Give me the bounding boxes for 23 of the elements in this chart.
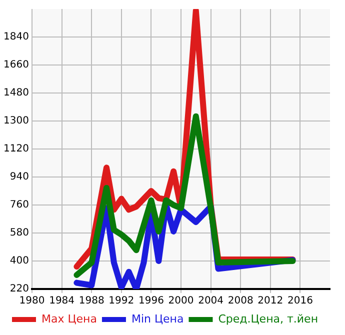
y-tick-label: 580: [10, 228, 29, 239]
x-tick-label: 2012: [258, 296, 284, 307]
legend-label: Min Цена: [131, 312, 184, 326]
x-tick-label: 1988: [78, 296, 104, 307]
x-tick-label: 1980: [19, 296, 45, 307]
y-tick-label: 1660: [4, 60, 29, 71]
y-tick-label: 1840: [4, 32, 29, 43]
y-tick-label: 940: [10, 172, 29, 183]
legend-label: Сред.Цена, т.йен: [218, 312, 318, 326]
x-tick-label: 2004: [198, 296, 224, 307]
legend-label: Max Цена: [41, 312, 97, 326]
x-tick-label: 2000: [168, 296, 194, 307]
x-tick-label: 2016: [287, 296, 313, 307]
y-tick-label: 1300: [4, 116, 29, 127]
y-tick-label: 760: [10, 200, 29, 211]
x-tick-label: 2008: [228, 296, 254, 307]
x-tick-label: 1992: [108, 296, 134, 307]
y-tick-label: 400: [10, 256, 29, 267]
y-tick-label: 220: [10, 284, 29, 295]
y-tick-label: 1120: [4, 144, 29, 155]
x-tick-label: 1996: [138, 296, 164, 307]
x-tick-label: 1984: [49, 296, 75, 307]
y-tick-label: 1480: [4, 88, 29, 99]
